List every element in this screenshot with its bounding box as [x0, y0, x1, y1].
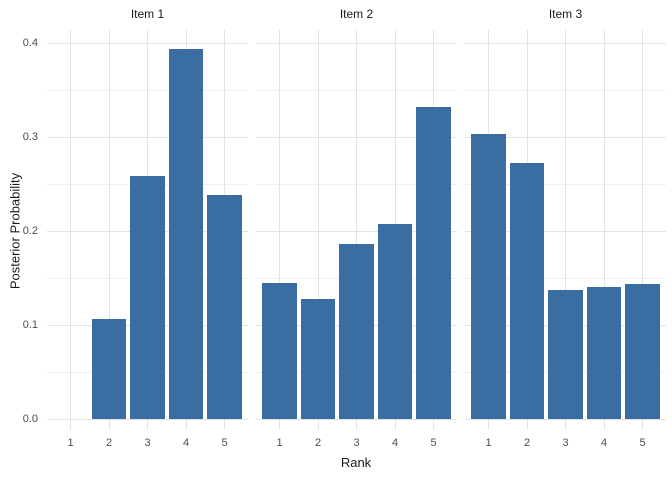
bar — [548, 290, 583, 419]
facet-panel — [256, 30, 457, 430]
x-tick-label: 5 — [221, 437, 228, 449]
x-tick-label: 3 — [144, 437, 151, 449]
vertical-gridline — [565, 30, 566, 430]
x-tick-label: 2 — [523, 437, 531, 449]
x-tick-label: 5 — [430, 437, 437, 449]
vertical-gridline — [279, 30, 280, 430]
facet-strip-label: Item 1 — [130, 7, 165, 21]
bar — [300, 298, 336, 419]
bar — [262, 282, 297, 419]
bar — [91, 318, 127, 419]
vertical-gridline — [317, 30, 319, 430]
facet-panel — [47, 30, 248, 430]
bar — [625, 283, 660, 419]
vertical-gridline — [108, 30, 110, 430]
bar — [416, 107, 451, 419]
facet-strip-label: Item 3 — [548, 7, 583, 21]
x-tick-label: 1 — [485, 437, 492, 449]
bar — [509, 162, 545, 419]
y-tick-label: 0.0 — [22, 412, 38, 425]
bar — [207, 194, 242, 419]
bar — [586, 286, 622, 419]
facet-strip-label: Item 2 — [339, 7, 374, 21]
x-tick-label: 4 — [182, 437, 190, 449]
y-tick-label: 0.3 — [22, 130, 38, 143]
vertical-gridline — [70, 30, 71, 430]
vertical-gridline — [603, 30, 605, 430]
y-tick-label: 0.1 — [22, 318, 38, 331]
x-tick-label: 1 — [67, 437, 74, 449]
bar — [339, 244, 374, 419]
y-tick-label: 0.4 — [22, 36, 38, 49]
bar — [471, 133, 506, 419]
y-tick-label: 0.2 — [22, 224, 38, 237]
x-tick-label: 3 — [562, 437, 569, 449]
x-tick-label: 4 — [600, 437, 608, 449]
x-tick-label: 5 — [639, 437, 646, 449]
bar — [377, 223, 413, 419]
vertical-gridline — [356, 30, 357, 430]
x-axis-title: Rank — [340, 455, 372, 470]
x-tick-label: 2 — [105, 437, 113, 449]
vertical-gridline — [642, 30, 643, 430]
bar — [168, 49, 204, 419]
facet-panel — [465, 30, 666, 430]
x-tick-label: 2 — [314, 437, 322, 449]
bar — [130, 175, 165, 419]
x-tick-label: 4 — [391, 437, 399, 449]
x-tick-label: 3 — [353, 437, 360, 449]
x-tick-label: 1 — [276, 437, 283, 449]
